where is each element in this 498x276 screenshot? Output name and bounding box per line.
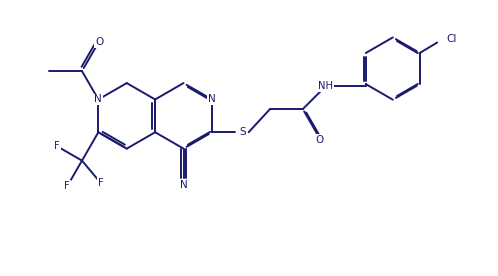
Text: S: S — [239, 127, 246, 137]
Text: Cl: Cl — [446, 34, 456, 44]
Text: F: F — [54, 141, 60, 151]
Text: O: O — [95, 37, 104, 47]
Text: O: O — [315, 135, 323, 145]
Text: N: N — [208, 94, 216, 104]
Text: NH: NH — [319, 81, 334, 91]
Text: N: N — [180, 180, 187, 190]
Text: N: N — [95, 94, 102, 104]
Text: F: F — [64, 181, 70, 191]
Text: F: F — [98, 178, 104, 188]
